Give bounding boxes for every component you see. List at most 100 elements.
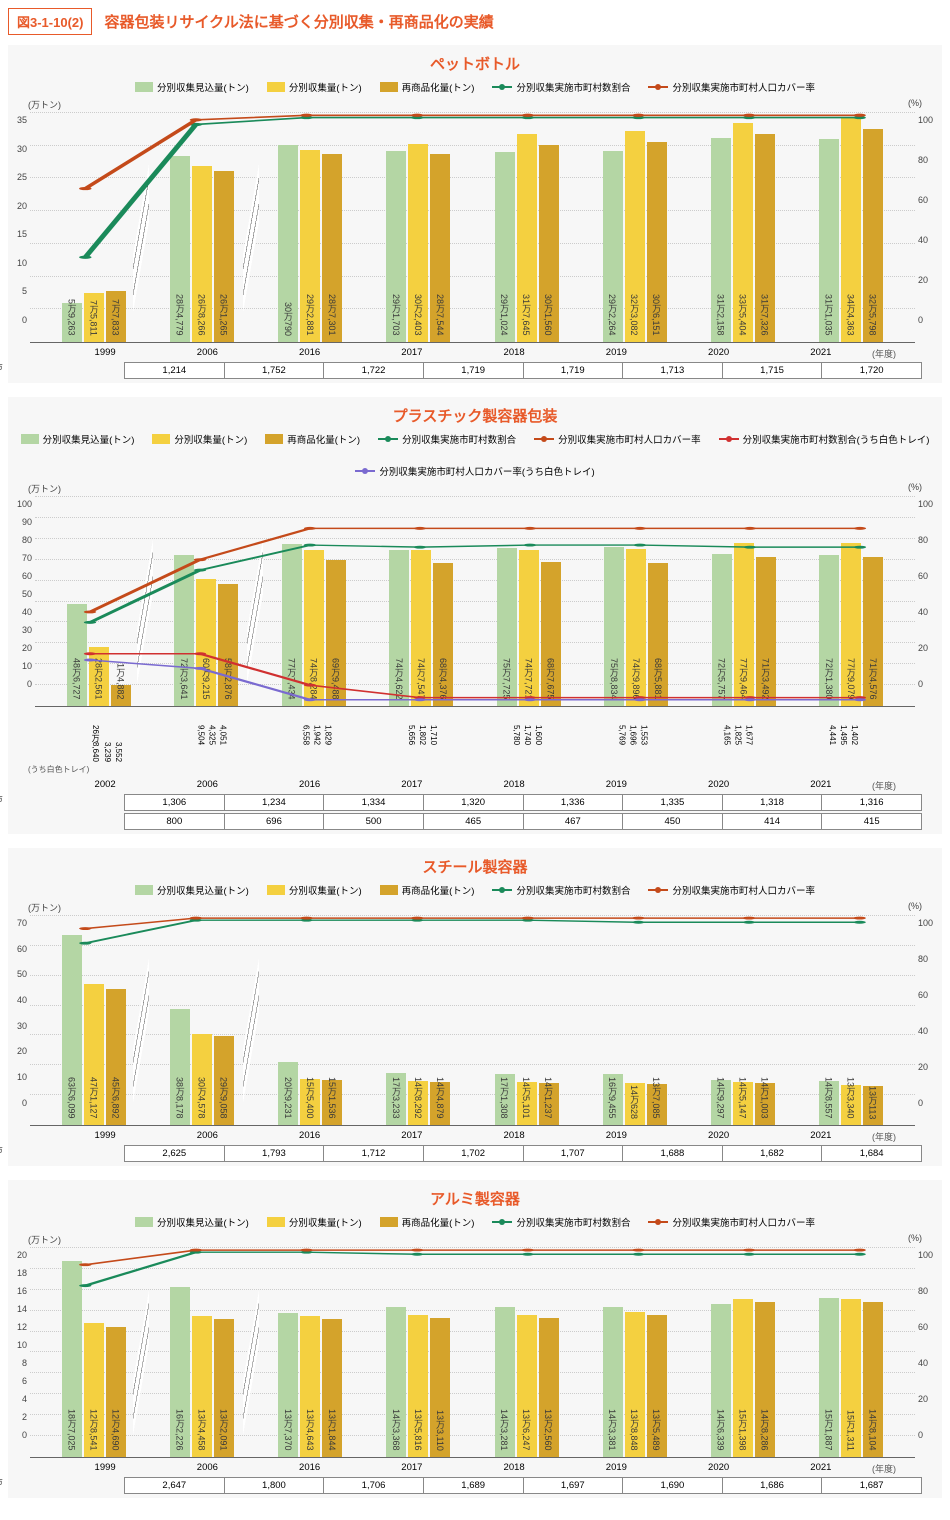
y-tick-label: 70 bbox=[17, 918, 27, 928]
plot-area: 18万7,02512万8,54112万4,69016万2,22613万4,458… bbox=[30, 1248, 915, 1458]
y-axis-left: 010203040506070 bbox=[14, 916, 30, 1126]
year-unit: (年度) bbox=[872, 347, 896, 360]
y-tick-label: 40 bbox=[22, 607, 32, 617]
bar: 14万6,339 bbox=[711, 1304, 731, 1457]
bar: 68万5,881 bbox=[648, 563, 668, 706]
bar-value-label: 29万2,881 bbox=[304, 294, 317, 336]
table-cell: 1,306 bbox=[125, 795, 224, 810]
y-axis-unit-right: (%) bbox=[908, 901, 922, 914]
bar-group: 72万1,38077万9,07971万4,576 bbox=[798, 497, 906, 706]
bar: 71万3,492 bbox=[756, 557, 776, 706]
table-cell: 500 bbox=[323, 814, 423, 829]
legend-line-swatch bbox=[719, 438, 739, 440]
y-tick-label: 5 bbox=[22, 286, 27, 296]
year-label: 2017 bbox=[361, 1462, 463, 1475]
bar-value-label: 72万3,641 bbox=[178, 658, 191, 700]
bar-group: 77万7,43474万8,28469万9,488 bbox=[260, 497, 368, 706]
plot-area: 63万6,09947万1,12745万6,89238万8,17830万4,578… bbox=[30, 916, 915, 1126]
bar: 15万1,311 bbox=[841, 1299, 861, 1457]
chart-panel: アルミ製容器分別収集見込量(トン)分別収集量(トン)再商品化量(トン)分別収集実… bbox=[8, 1180, 942, 1498]
y-axis-unit-left: (万トン) bbox=[28, 482, 61, 495]
bar-value-label: 74万7,721 bbox=[522, 658, 535, 700]
bar: 14万5,101 bbox=[517, 1082, 537, 1125]
bar: 14万8,104 bbox=[863, 1302, 883, 1457]
table-cell: 1,686 bbox=[722, 1478, 822, 1493]
bar: 13万113 bbox=[863, 1086, 883, 1125]
table-cell: 1,722 bbox=[323, 363, 423, 378]
y-tick-label: 10 bbox=[17, 258, 27, 268]
bar-value-label: 77万9,079 bbox=[845, 658, 858, 700]
table-cell: 1,335 bbox=[622, 795, 722, 810]
y-tick-label: 0 bbox=[22, 1098, 27, 1108]
legend-item: 分別収集実施市町村人口カバー率 bbox=[648, 80, 815, 94]
y-tick-label: 15 bbox=[17, 229, 27, 239]
bar-value-label: 16万9,455 bbox=[606, 1077, 619, 1119]
legend-item: 再商品化量(トン) bbox=[380, 80, 475, 94]
axis-break bbox=[133, 1248, 149, 1459]
legend-label: 分別収集量(トン) bbox=[289, 80, 362, 94]
bar-value-label: 31万7,645 bbox=[520, 294, 533, 336]
y2-tick-label: 80 bbox=[918, 535, 933, 545]
bar-value-label: 71万3,492 bbox=[759, 658, 772, 700]
bar: 14万9,297 bbox=[711, 1080, 731, 1125]
table-row: 2,6471,8001,7061,6891,6971,6901,6861,687 bbox=[124, 1477, 922, 1494]
figure-title: 容器包装リサイクル法に基づく分別収集・再商品化の実績 bbox=[104, 11, 493, 32]
bar-value-label: 32万5,798 bbox=[866, 294, 879, 336]
bar-value-label: 13万8,848 bbox=[628, 1409, 641, 1451]
bar-value-label: 15万1,887 bbox=[822, 1409, 835, 1451]
table-cell: 1,800 bbox=[224, 1478, 324, 1493]
legend-line-swatch bbox=[492, 889, 512, 891]
year-label: 2006 bbox=[156, 1130, 258, 1143]
bar: 7万7,833 bbox=[106, 291, 126, 342]
bar: 31万1,035 bbox=[819, 139, 839, 343]
y2-tick-label: 80 bbox=[918, 1286, 933, 1296]
bar: 1万4,882 bbox=[111, 685, 131, 706]
legend: 分別収集見込量(トン)分別収集量(トン)再商品化量(トン)分別収集実施市町村数割… bbox=[14, 883, 936, 897]
table-cell: 1,214 bbox=[125, 363, 224, 378]
bar-value-label: 31万2,158 bbox=[714, 294, 727, 336]
bar: 28万7,544 bbox=[430, 154, 450, 342]
year-label: 2002 bbox=[54, 779, 156, 792]
year-label: 2021 bbox=[770, 1130, 872, 1143]
bar-value-label: 30万1,560 bbox=[542, 294, 555, 336]
legend-label: 分別収集見込量(トン) bbox=[157, 883, 249, 897]
axis-break bbox=[243, 916, 259, 1127]
bar-group: 17万1,30814万5,10114万1,237 bbox=[473, 916, 581, 1125]
bar-value-label: 38万8,178 bbox=[174, 1077, 187, 1119]
bar-value-label: 30万790 bbox=[282, 302, 295, 336]
legend-item: 分別収集実施市町村数割合 bbox=[378, 432, 516, 446]
table-row: 1,2141,7521,7221,7191,7191,7131,7151,720 bbox=[124, 362, 922, 379]
legend-label: 分別収集実施市町村人口カバー率 bbox=[672, 883, 815, 897]
bar: 14万4,879 bbox=[430, 1082, 450, 1125]
year-label: 1999 bbox=[54, 347, 156, 360]
bar: 30万2,403 bbox=[408, 144, 428, 342]
figure-label: 図3-1-10(2) bbox=[8, 8, 92, 35]
bar-value-label: 26万8,266 bbox=[196, 294, 209, 336]
bar: 13万7,370 bbox=[278, 1313, 298, 1457]
year-label: 1999 bbox=[54, 1130, 156, 1143]
legend-label: 分別収集量(トン) bbox=[289, 1215, 362, 1229]
y-tick-label: 50 bbox=[22, 589, 32, 599]
legend-label: 分別収集実施市町村数割合 bbox=[516, 80, 630, 94]
bar: 74万8,284 bbox=[304, 550, 324, 706]
bar-value-label: 14万1,237 bbox=[542, 1077, 555, 1119]
legend-swatch bbox=[267, 885, 285, 895]
bar-value-label: 74万9,896 bbox=[630, 658, 643, 700]
bar: 29万1,703 bbox=[386, 151, 406, 342]
year-label: 2021 bbox=[770, 779, 872, 792]
legend-label: 分別収集実施市町村人口カバー率 bbox=[672, 1215, 815, 1229]
year-label: 2018 bbox=[463, 347, 565, 360]
year-label: 2021 bbox=[770, 1462, 872, 1475]
legend-item: 分別収集見込量(トン) bbox=[21, 432, 135, 446]
bar: 15万1,887 bbox=[819, 1298, 839, 1457]
bar: 14万3,368 bbox=[386, 1307, 406, 1457]
bar-value-label: 13万4,643 bbox=[304, 1409, 317, 1451]
bar: 14万3,281 bbox=[495, 1307, 515, 1457]
bar-value-label: 13万2,560 bbox=[542, 1409, 555, 1451]
table-cell: 1,720 bbox=[821, 363, 921, 378]
legend-item: 分別収集実施市町村数割合 bbox=[492, 1215, 630, 1229]
y2-tick-label: 20 bbox=[918, 275, 933, 285]
bar: 15万1,398 bbox=[733, 1299, 753, 1457]
bar: 13万7,085 bbox=[647, 1084, 667, 1125]
bar-value-label: 33万5,404 bbox=[736, 294, 749, 336]
